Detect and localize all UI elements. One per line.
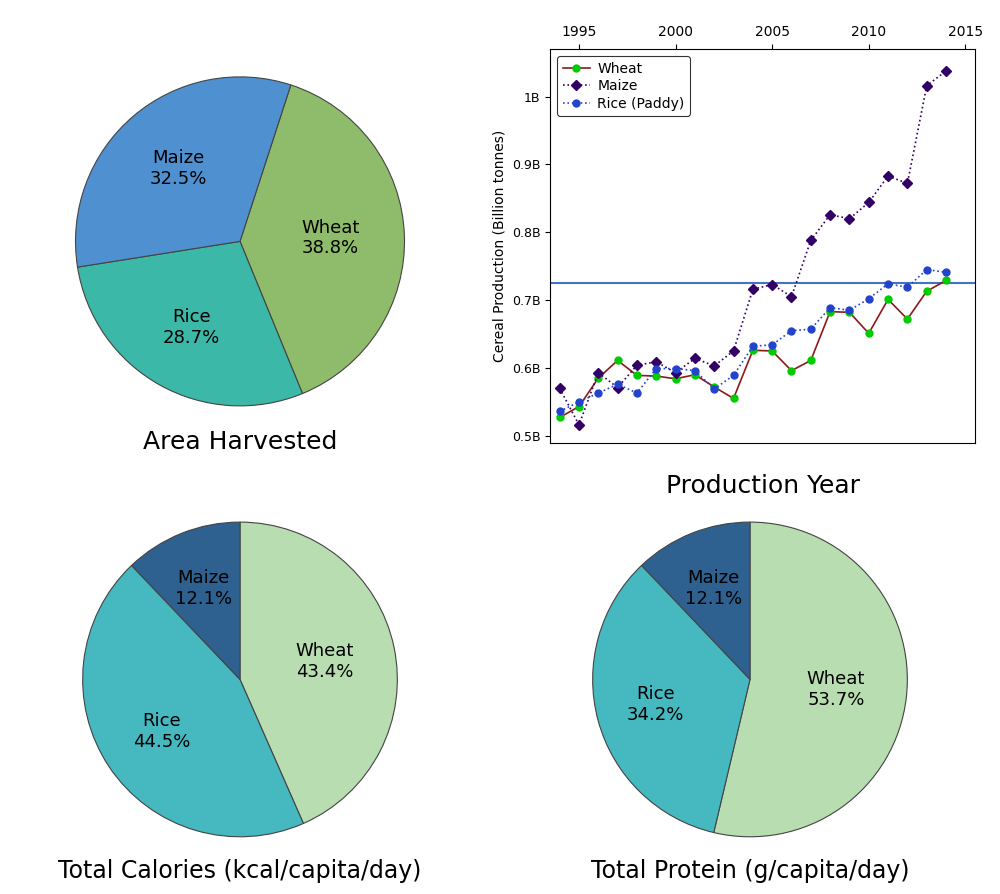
Text: Maize
12.1%: Maize 12.1% [175,569,232,608]
Legend: Wheat, Maize, Rice (Paddy): Wheat, Maize, Rice (Paddy) [557,56,690,116]
Maize [670,367,682,378]
Wedge shape [642,522,750,679]
Maize [747,284,759,295]
Maize [708,360,720,371]
Wheat [631,370,643,381]
Maize [728,346,740,357]
Wheat [554,412,566,423]
Maize [921,80,933,91]
Rice (Paddy) [805,324,817,334]
Rice (Paddy) [708,384,720,394]
Rice (Paddy) [901,282,913,292]
Text: Rice
28.7%: Rice 28.7% [163,308,220,347]
Wedge shape [78,241,302,406]
Maize [592,367,604,378]
Wheat [882,294,894,305]
Text: Wheat
38.8%: Wheat 38.8% [301,218,360,257]
Rice (Paddy) [921,265,933,275]
Wheat [863,328,875,339]
Rice (Paddy) [882,278,894,289]
Wheat [747,345,759,356]
Rice (Paddy) [631,388,643,399]
Wedge shape [83,565,303,837]
Rice (Paddy) [612,379,624,390]
Wheat [785,366,797,376]
Text: Maize
32.5%: Maize 32.5% [149,149,207,189]
Maize [882,171,894,181]
Text: Rice
44.5%: Rice 44.5% [133,713,190,751]
Wheat [824,307,836,317]
Wheat [592,373,604,384]
Rice (Paddy) [592,388,604,399]
Rice (Paddy) [785,325,797,336]
Line: Rice (Paddy): Rice (Paddy) [556,266,949,415]
Text: Wheat
43.4%: Wheat 43.4% [295,642,354,681]
Wheat [670,374,682,384]
Line: Maize: Maize [556,67,949,428]
Text: Total Protein (g/capita/day): Total Protein (g/capita/day) [591,859,909,883]
Wheat [708,382,720,392]
Text: Maize
12.1%: Maize 12.1% [685,569,742,608]
Maize [901,178,913,189]
Wheat [843,307,855,317]
Rice (Paddy) [650,363,662,374]
Maize [554,383,566,393]
Maize [766,279,778,290]
Maize [863,197,875,207]
Rice (Paddy) [554,406,566,417]
Wheat [901,314,913,325]
Wheat [766,346,778,357]
Maize [785,291,797,302]
Rice (Paddy) [863,293,875,304]
Maize [612,383,624,393]
Rice (Paddy) [824,302,836,313]
Y-axis label: Cereal Production (Billion tonnes): Cereal Production (Billion tonnes) [492,130,506,362]
Rice (Paddy) [670,363,682,374]
Text: Rice
34.2%: Rice 34.2% [627,686,685,724]
Wheat [573,401,585,412]
Maize [843,214,855,224]
Text: Area Harvested: Area Harvested [143,430,337,454]
Wedge shape [76,77,291,267]
Wheat [921,286,933,297]
Maize [650,357,662,367]
Rice (Paddy) [843,305,855,316]
Text: Production Year: Production Year [666,474,860,498]
Wheat [650,371,662,382]
Wheat [689,369,701,380]
Rice (Paddy) [747,341,759,351]
Maize [689,353,701,364]
Wedge shape [240,522,397,823]
Maize [824,209,836,220]
Wheat [728,393,740,404]
Wedge shape [240,85,404,393]
Wedge shape [714,522,907,837]
Maize [805,235,817,246]
Wedge shape [132,522,240,679]
Wheat [805,355,817,366]
Maize [940,65,952,76]
Rice (Paddy) [766,340,778,350]
Rice (Paddy) [940,267,952,278]
Wedge shape [593,565,750,832]
Wheat [940,275,952,286]
Wheat [612,355,624,366]
Rice (Paddy) [728,370,740,381]
Maize [573,419,585,430]
Rice (Paddy) [573,396,585,407]
Rice (Paddy) [689,366,701,376]
Text: Total Calories (kcal/capita/day): Total Calories (kcal/capita/day) [58,859,422,883]
Line: Wheat: Wheat [556,277,949,421]
Maize [631,360,643,371]
Text: Wheat
53.7%: Wheat 53.7% [807,670,865,709]
